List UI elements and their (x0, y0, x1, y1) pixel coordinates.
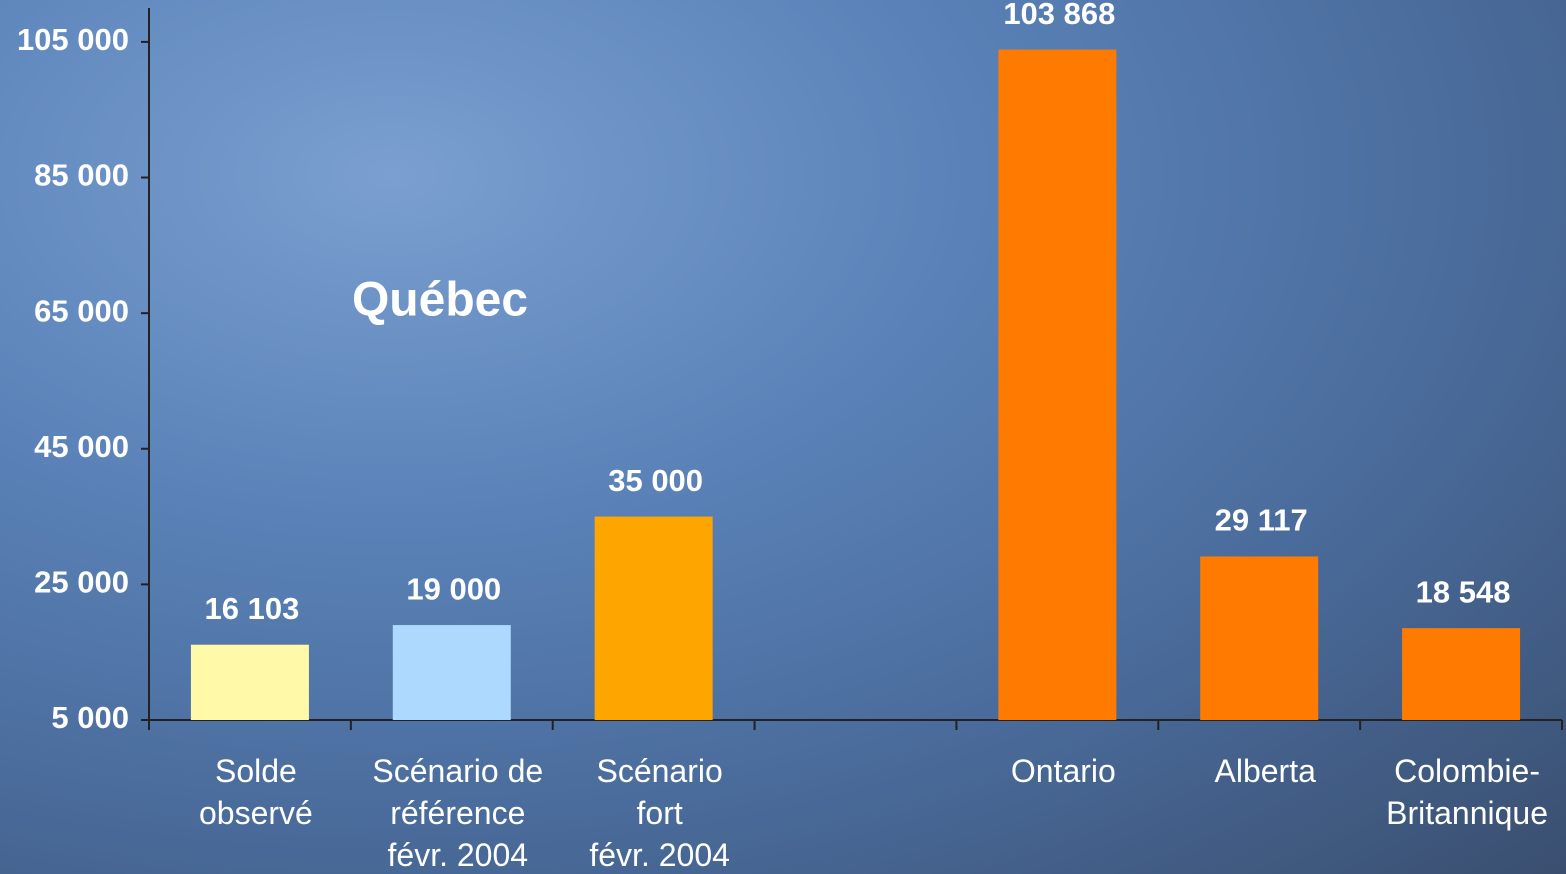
value-label: 29 117 (1215, 503, 1308, 538)
x-tick-label: Colombie- Britannique (1367, 750, 1566, 834)
x-tick-label: Scénario fort févr. 2004 (560, 750, 760, 874)
value-label: 103 868 (1003, 0, 1115, 31)
slide: Québec 5 000 25 000 45 000 65 000 85 000 105 … (0, 0, 1566, 874)
bar (998, 50, 1116, 720)
y-tick-label: 105 000 (17, 22, 129, 57)
chart: Québec 5 000 25 000 45 000 65 000 85 000 105 … (0, 0, 1566, 874)
x-tick-label: Ontario (963, 750, 1163, 792)
y-tick-label: 25 000 (34, 565, 129, 600)
x-tick-label: Solde observé (156, 750, 356, 834)
annotation: Québec (352, 274, 528, 327)
y-tick-label: 5 000 (51, 700, 129, 735)
y-tick-label: 45 000 (34, 429, 129, 464)
bar (595, 517, 713, 720)
value-label: 16 103 (205, 591, 300, 626)
bar (1402, 628, 1520, 720)
bar (1200, 556, 1318, 720)
bar (191, 645, 309, 720)
value-label: 19 000 (406, 571, 501, 606)
value-label: 35 000 (608, 463, 703, 498)
x-tick-label: Scénario de référence févr. 2004 (358, 750, 558, 874)
bar (393, 625, 511, 720)
x-tick-label: Alberta (1165, 750, 1365, 792)
y-tick-label: 65 000 (34, 293, 129, 328)
value-label: 18 548 (1416, 574, 1511, 609)
y-tick-label: 85 000 (34, 158, 129, 193)
